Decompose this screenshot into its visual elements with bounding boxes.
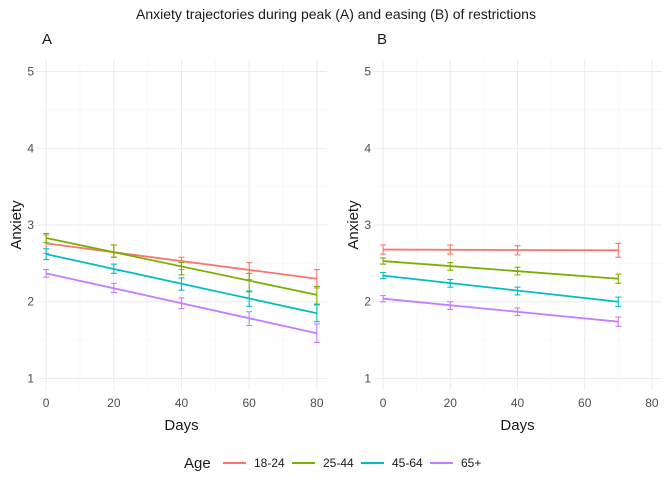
x-tick-label: 20 (107, 396, 121, 410)
error-bar (246, 290, 253, 307)
panel-b: 0 20 40 60 80 1 2 3 4 5 B Days Anxiety (345, 31, 662, 434)
error-bar (615, 316, 622, 327)
x-tick-label: 0 (380, 396, 387, 410)
y-tick-label: 1 (27, 371, 34, 385)
error-bar (514, 286, 521, 296)
trend-line (382, 297, 619, 323)
y-tick-label: 1 (364, 371, 371, 385)
x-tick-label: 40 (511, 396, 525, 410)
legend-title: Age (184, 455, 211, 472)
figure-title: Anxiety trajectories during peak (A) and… (136, 6, 536, 22)
y-tick-label: 3 (27, 218, 34, 232)
error-bar (380, 272, 387, 280)
y-tick-label: 2 (27, 295, 34, 309)
x-axis-title: Days (164, 417, 198, 434)
series-65plus (380, 295, 622, 327)
legend-item-65plus: 65+ (430, 456, 481, 470)
legend-label: 45-64 (392, 456, 423, 470)
error-bar (43, 232, 50, 244)
error-bar (313, 285, 320, 305)
trend-line (383, 260, 619, 280)
error-bar (43, 268, 50, 278)
panel-label: A (42, 31, 52, 48)
error-bar (380, 257, 387, 265)
error-bar (615, 273, 622, 284)
error-bar (178, 277, 185, 291)
y-tick-label: 4 (27, 141, 34, 155)
series-25-44 (43, 232, 320, 305)
y-tick-label: 5 (27, 65, 34, 79)
error-bar (514, 266, 521, 276)
error-bar (178, 297, 185, 310)
x-tick-label: 60 (242, 396, 256, 410)
error-bar (178, 262, 185, 276)
series-45-64 (380, 272, 622, 307)
error-bar (615, 242, 622, 258)
trend-line (382, 274, 619, 303)
x-tick-label: 60 (578, 396, 592, 410)
series-45-64 (43, 248, 320, 323)
x-tick-label: 80 (645, 396, 659, 410)
x-tick-label: 20 (444, 396, 458, 410)
y-tick-label: 3 (364, 218, 371, 232)
panel-label: B (377, 31, 387, 48)
legend: Age 18-24 25-44 45-64 65+ (184, 455, 481, 472)
error-bar (246, 311, 253, 327)
error-bar (447, 244, 454, 255)
error-bar (110, 282, 117, 294)
legend-label: 18-24 (254, 456, 285, 470)
legend-label: 25-44 (323, 456, 354, 470)
legend-label: 65+ (461, 456, 481, 470)
error-bar (514, 307, 521, 317)
y-tick-label: 5 (364, 65, 371, 79)
legend-item-25-44: 25-44 (292, 456, 354, 470)
x-tick-label: 40 (175, 396, 189, 410)
error-bar (380, 295, 387, 303)
error-bar (110, 244, 117, 258)
x-tick-label: 80 (310, 396, 324, 410)
y-tick-label: 4 (364, 141, 371, 155)
y-axis-title: Anxiety (8, 200, 25, 250)
error-bar (110, 263, 117, 274)
y-axis-title: Anxiety (345, 200, 362, 250)
error-bar (447, 301, 454, 310)
error-bar (43, 248, 50, 261)
x-tick-label: 0 (43, 396, 50, 410)
error-bar (380, 244, 387, 255)
legend-item-18-24: 18-24 (223, 456, 285, 470)
error-bar (313, 304, 320, 323)
y-tick-label: 2 (364, 295, 371, 309)
x-axis-title: Days (500, 417, 534, 434)
error-bar (313, 323, 320, 343)
error-bar (447, 262, 454, 271)
trend-line (383, 248, 619, 252)
error-bar (447, 278, 454, 288)
series-18-24 (380, 242, 622, 258)
error-bar (615, 296, 622, 307)
error-bar (514, 245, 521, 256)
series-65plus (43, 268, 320, 343)
panels: 0 20 40 60 80 1 2 3 4 5 A Days Anxiety 0 20 40 60 80 1 2 3 4 5… (8, 31, 662, 434)
series-25-44 (380, 257, 622, 284)
panel-a: 0 20 40 60 80 1 2 3 4 5 A Days Anxiety (8, 31, 327, 434)
legend-item-45-64: 45-64 (361, 456, 423, 470)
